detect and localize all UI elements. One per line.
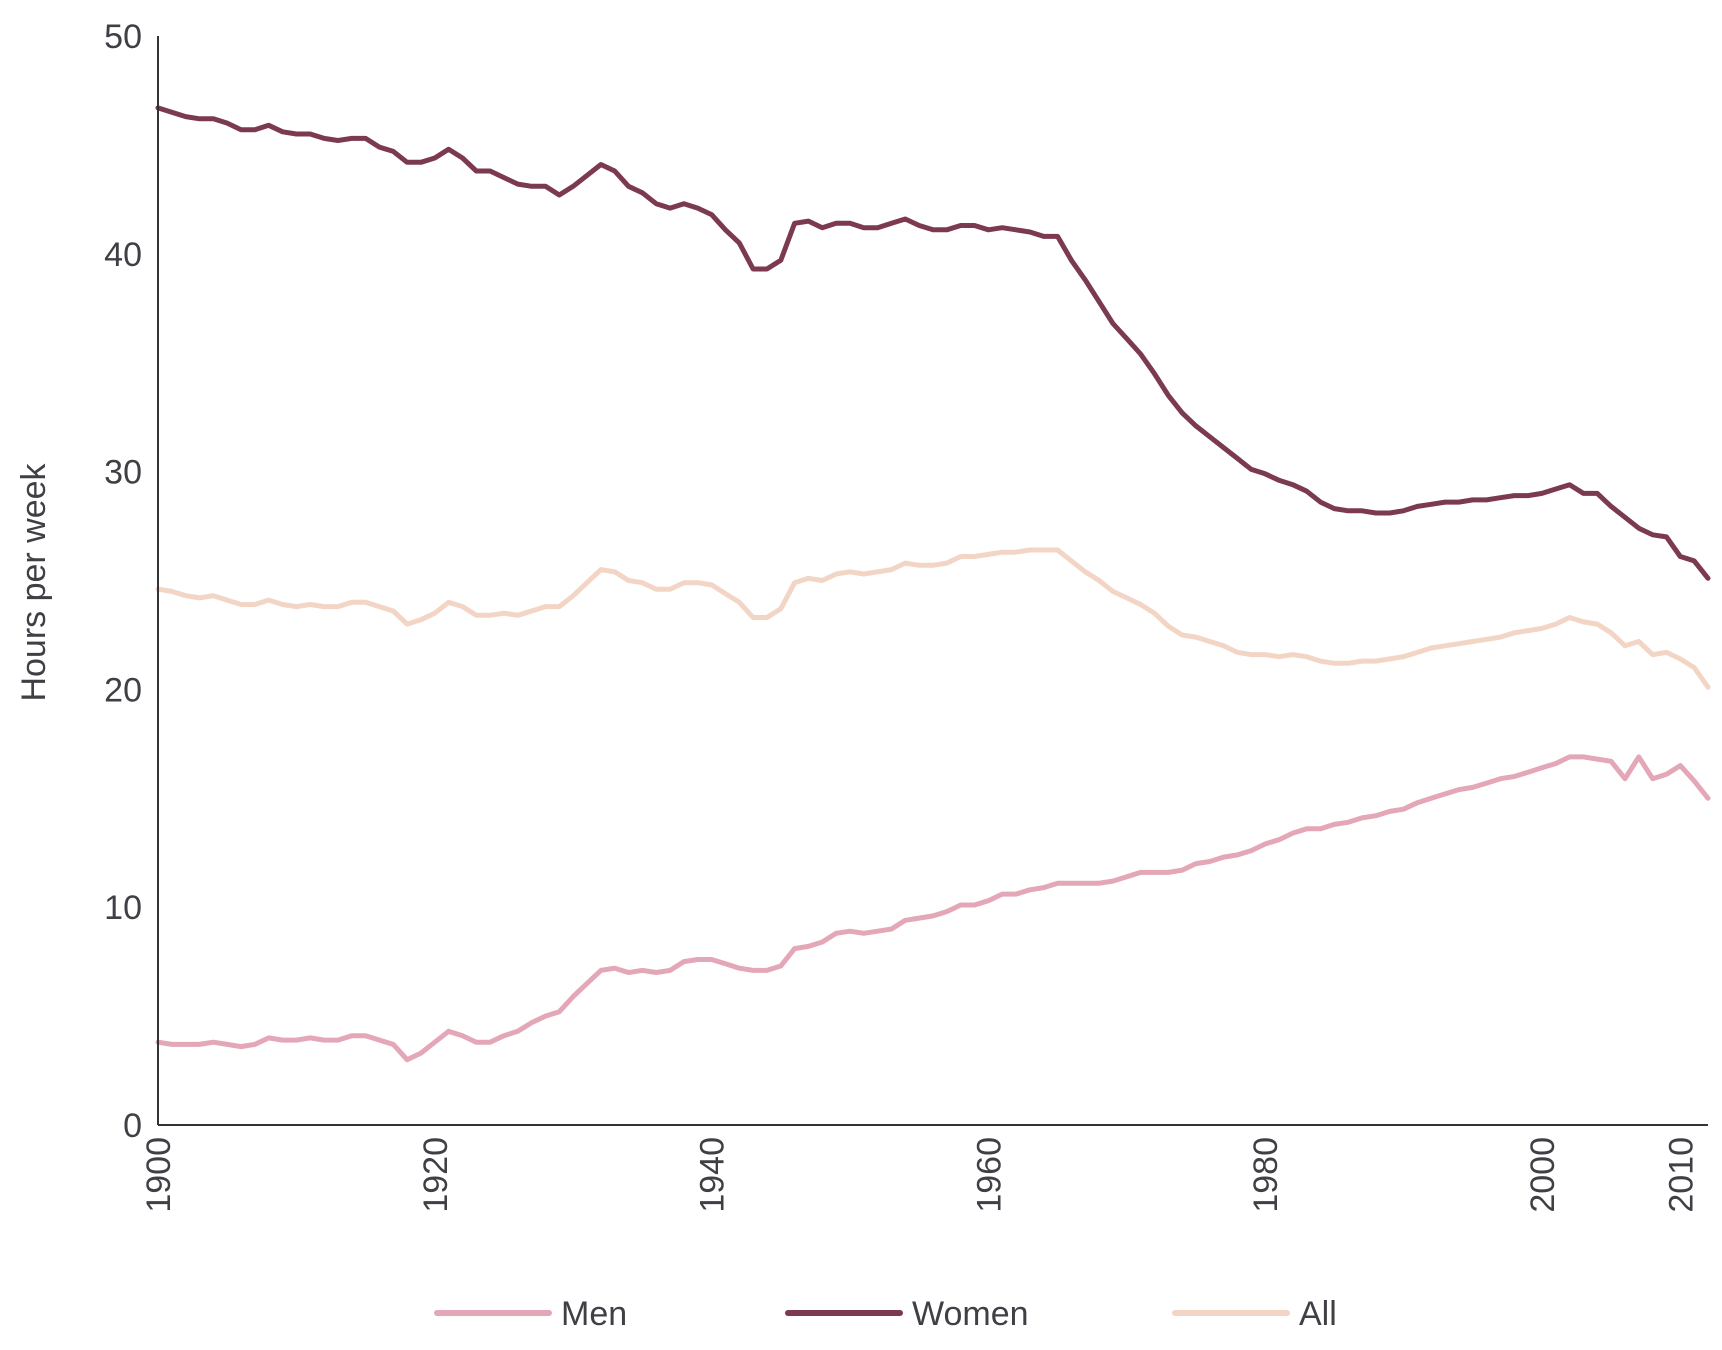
series-line-women bbox=[155, 105, 1711, 581]
y-tick-label: 40 bbox=[104, 236, 142, 274]
series-line-all bbox=[155, 547, 1711, 690]
x-tick-label: 1900 bbox=[140, 1137, 178, 1213]
legend-label-women: Women bbox=[912, 1295, 1029, 1333]
x-tick-label: 1920 bbox=[417, 1137, 455, 1213]
series-line-men bbox=[155, 754, 1711, 1063]
y-tick-label: 0 bbox=[123, 1107, 142, 1145]
y-axis-ticks: 0 10 20 30 40 50 bbox=[104, 18, 142, 1145]
legend: Men Women All bbox=[434, 1295, 1337, 1333]
legend-label-all: All bbox=[1299, 1295, 1337, 1333]
series-lines bbox=[155, 105, 1711, 1063]
x-axis-ticks: 1900 1920 1940 1960 1980 2000 2010 bbox=[140, 1137, 1700, 1213]
x-tick-label: 1960 bbox=[970, 1137, 1008, 1213]
y-tick-label: 20 bbox=[104, 671, 142, 709]
y-tick-label: 10 bbox=[104, 889, 142, 927]
y-tick-label: 30 bbox=[104, 454, 142, 492]
x-tick-label: 2010 bbox=[1662, 1137, 1700, 1213]
x-tick-label: 2000 bbox=[1524, 1137, 1562, 1213]
x-tick-label: 1980 bbox=[1247, 1137, 1285, 1213]
x-tick-label: 1940 bbox=[694, 1137, 732, 1213]
legend-label-men: Men bbox=[561, 1295, 627, 1333]
y-tick-label: 50 bbox=[104, 18, 142, 56]
y-axis-title: Hours per week bbox=[15, 462, 53, 701]
